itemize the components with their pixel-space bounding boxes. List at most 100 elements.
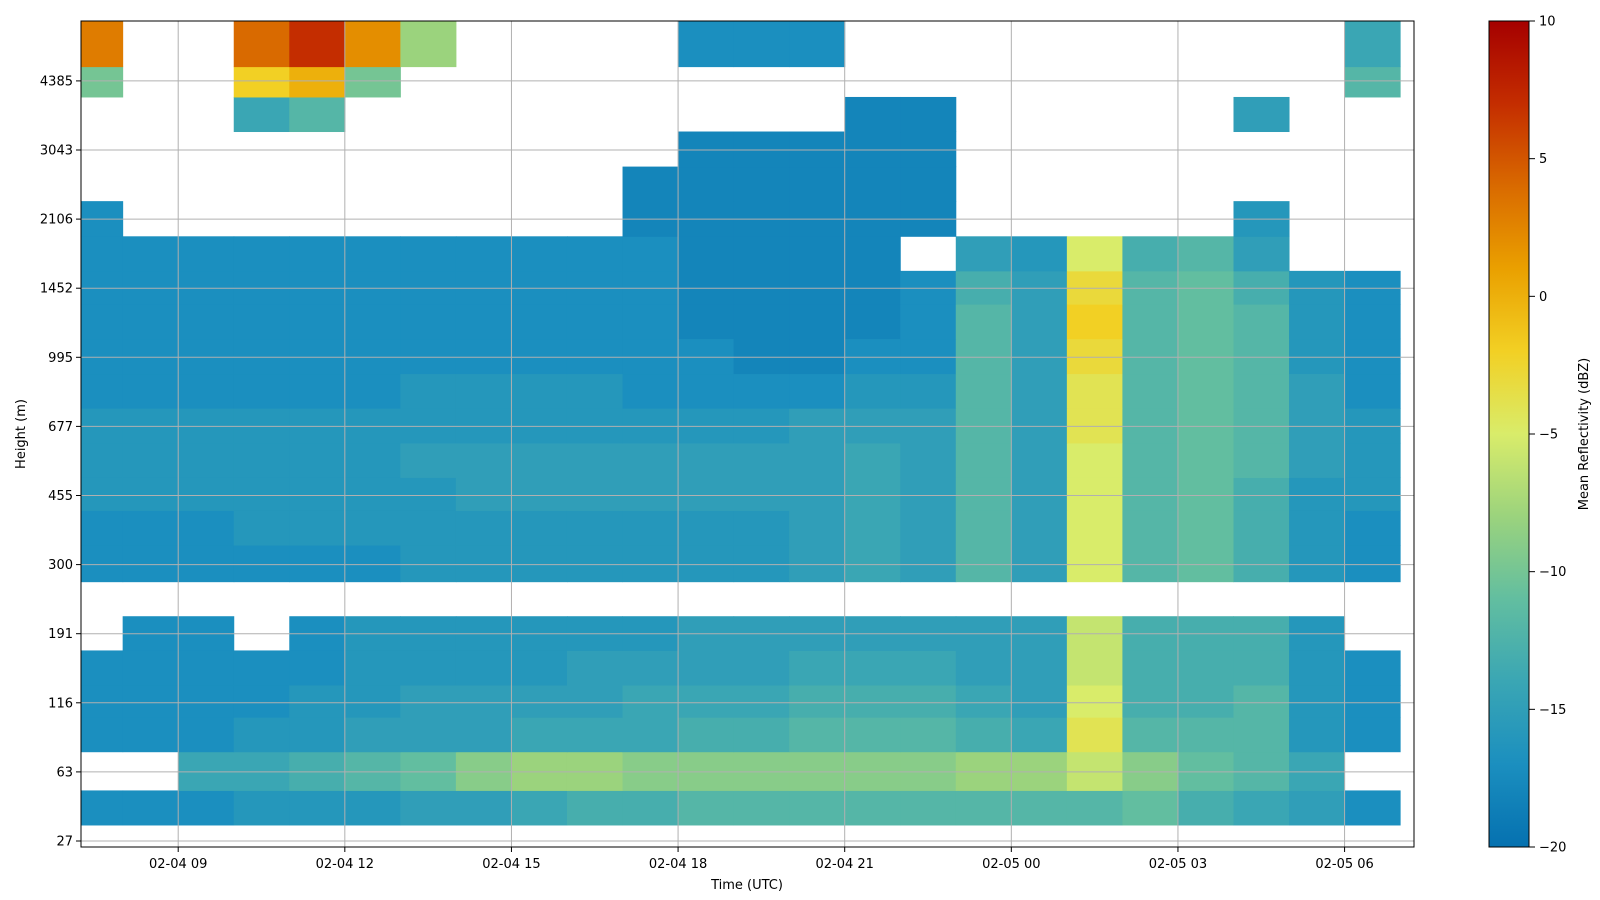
heatmap-cell — [1344, 650, 1401, 686]
y-tick-label: 300 — [48, 558, 73, 573]
grid-lines — [81, 21, 1414, 847]
heatmap-cell — [289, 717, 346, 753]
heatmap-cell — [733, 131, 790, 168]
heatmap-cell — [233, 373, 290, 409]
heatmap-cell — [789, 544, 846, 583]
heatmap-cell — [678, 717, 735, 753]
y-tick-label: 191 — [48, 627, 73, 642]
heatmap-cell — [622, 684, 679, 718]
heatmap-cell — [1177, 751, 1234, 791]
heatmap-cell — [844, 373, 901, 409]
heatmap-cell — [1066, 717, 1123, 753]
heatmap-cell — [1122, 544, 1179, 583]
heatmap-cell — [566, 717, 624, 753]
colorbar — [1488, 20, 1530, 848]
y-tick-label: 4385 — [40, 74, 73, 89]
heatmap-cell — [81, 408, 124, 444]
heatmap-cell — [900, 510, 957, 546]
heatmap-cell — [900, 477, 957, 511]
heatmap-cell — [344, 684, 401, 718]
heatmap-cell — [178, 236, 235, 272]
heatmap-cell — [1011, 236, 1068, 272]
x-axis-ticks: 02-04 09 02-04 12 02-04 15 02-04 18 02-04 21… — [149, 847, 1374, 872]
heatmap-cell — [678, 236, 735, 272]
heatmap-cell — [844, 408, 901, 444]
heatmap-cell — [122, 408, 179, 444]
heatmap-cell — [789, 373, 846, 409]
heatmap-cell — [122, 790, 179, 826]
heatmap-cell — [400, 236, 457, 272]
heatmap-cell — [81, 510, 124, 546]
heatmap-cell — [789, 751, 846, 791]
heatmap-cell — [81, 66, 124, 98]
heatmap-cell — [733, 338, 790, 375]
heatmap-cell — [455, 338, 512, 375]
heatmap-cell — [289, 236, 346, 272]
heatmap-cell — [455, 304, 512, 340]
heatmap-cell — [566, 338, 624, 375]
heatmap-cell — [178, 408, 235, 444]
heatmap-cell — [789, 442, 846, 478]
heatmap-cell — [1289, 684, 1346, 718]
heatmap-cell — [1122, 338, 1179, 375]
heatmap-cell — [233, 684, 290, 718]
heatmap-cell — [511, 442, 568, 478]
heatmap-cell — [955, 751, 1012, 791]
heatmap-cell — [1233, 477, 1290, 511]
colorbar-tick-label: −20 — [1539, 841, 1566, 856]
heatmap-cell — [678, 477, 735, 511]
heatmap-cell — [789, 338, 846, 375]
heatmap-cell — [1289, 373, 1346, 409]
heatmap-cell — [1177, 442, 1234, 478]
heatmap-cell — [1344, 717, 1401, 753]
heatmap-cell — [566, 442, 624, 478]
y-tick-label: 677 — [48, 420, 73, 435]
heatmap-cell — [900, 684, 957, 718]
heatmap-cell — [1066, 544, 1123, 583]
heatmap-cell — [900, 751, 957, 791]
heatmap-cell — [844, 510, 901, 546]
heatmap-cell — [1122, 650, 1179, 686]
heatmap-cell — [178, 304, 235, 340]
heatmap-cell — [455, 442, 512, 478]
heatmap-cell — [900, 304, 957, 340]
heatmap-cell — [844, 338, 901, 375]
heatmap-cell — [566, 408, 624, 444]
heatmap-cell — [344, 650, 401, 686]
y-tick-label: 1452 — [40, 282, 73, 297]
heatmap-cell — [344, 304, 401, 340]
heatmap-cell — [1066, 650, 1123, 686]
heatmap-cell — [233, 66, 290, 98]
heatmap-cell — [178, 717, 235, 753]
heatmap-cell — [1289, 751, 1346, 791]
heatmap-cell — [622, 304, 679, 340]
y-tick-label: 27 — [56, 835, 73, 850]
colorbar-tick-label: 0 — [1539, 290, 1547, 305]
heatmap-cell — [1344, 304, 1401, 340]
heatmap-cell — [1066, 304, 1123, 340]
heatmap-cell — [733, 684, 790, 718]
heatmap-cell — [1177, 717, 1234, 753]
heatmap-cell — [678, 373, 735, 409]
heatmap-cell — [81, 338, 124, 375]
heatmap-cell — [622, 790, 679, 826]
heatmap-cell — [122, 236, 179, 272]
heatmap-cell — [1122, 442, 1179, 478]
heatmap-cell — [678, 510, 735, 546]
heatmap-cell — [400, 790, 457, 826]
plot-frame — [80, 20, 1415, 848]
heatmap-cell — [844, 544, 901, 583]
heatmap-cell — [1066, 236, 1123, 272]
heatmap-cell — [122, 373, 179, 409]
heatmap-cell — [1344, 408, 1401, 444]
heatmap-cell — [1233, 442, 1290, 478]
heatmap-cell — [178, 510, 235, 546]
heatmap-cell — [1233, 650, 1290, 686]
heatmap-cell — [733, 790, 790, 826]
heatmap-cell — [289, 373, 346, 409]
heatmap-cell — [233, 650, 290, 686]
x-tick-label: 02-04 15 — [482, 857, 540, 872]
heatmap-cell — [566, 510, 624, 546]
heatmap-cell — [344, 477, 401, 511]
heatmap-cell — [511, 684, 568, 718]
